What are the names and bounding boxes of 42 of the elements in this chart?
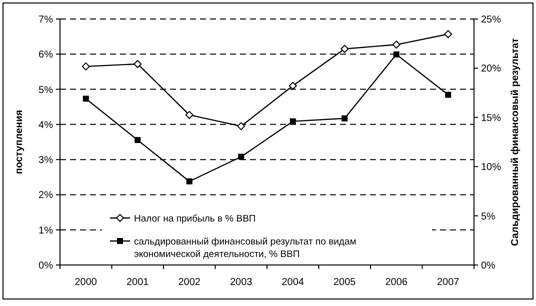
point [392, 40, 400, 49]
y2-tick-label: 20% [481, 64, 502, 75]
x-tick-label: 2000 [74, 277, 98, 288]
point [288, 82, 297, 90]
point [134, 137, 141, 144]
y-tick-label: 6% [38, 50, 54, 61]
x-tick-label: 2001 [126, 277, 150, 288]
y2-tick-label: 15% [481, 112, 502, 124]
y-axis-title: поступления [14, 110, 25, 174]
legend-label: Налог на прибыль в % ВВП [134, 213, 256, 224]
x-tick-label: 2002 [178, 277, 201, 288]
x-tick-label: 2005 [334, 277, 356, 288]
point [186, 178, 192, 184]
x-tick-label: 2003 [230, 277, 253, 288]
y2-tick-label: 0% [481, 260, 496, 272]
point [290, 118, 296, 124]
point [82, 96, 89, 102]
y2-tick-label: 10% [481, 162, 502, 174]
y-tick-label: 2% [38, 190, 54, 202]
point [340, 44, 349, 53]
y2-axis-title: Сальдированный финансовый результат [510, 38, 521, 246]
point [237, 122, 246, 130]
point [393, 51, 400, 58]
x-tick-label: 2007 [437, 277, 460, 288]
point [342, 115, 348, 122]
point [134, 60, 142, 68]
y-tick-label: 5% [38, 84, 54, 96]
point [185, 110, 194, 119]
point [82, 62, 90, 70]
point [238, 154, 244, 160]
point [444, 30, 452, 38]
y2-tick-label: 5% [481, 211, 496, 222]
y-tick-label: 3% [38, 155, 54, 166]
point [445, 92, 452, 98]
y-tick-label: 1% [38, 225, 54, 236]
y2-tick-label: 25% [481, 14, 502, 26]
legend-label: сальдированный финансовый результат по видам экономической деятельности, % ВВП [134, 236, 356, 260]
y-tick-label: 0% [38, 260, 54, 272]
y-tick-label: 4% [38, 120, 54, 131]
x-tick-label: 2004 [282, 277, 304, 288]
x-tick-label: 2006 [385, 277, 408, 288]
y-tick-label: 7% [38, 14, 54, 26]
